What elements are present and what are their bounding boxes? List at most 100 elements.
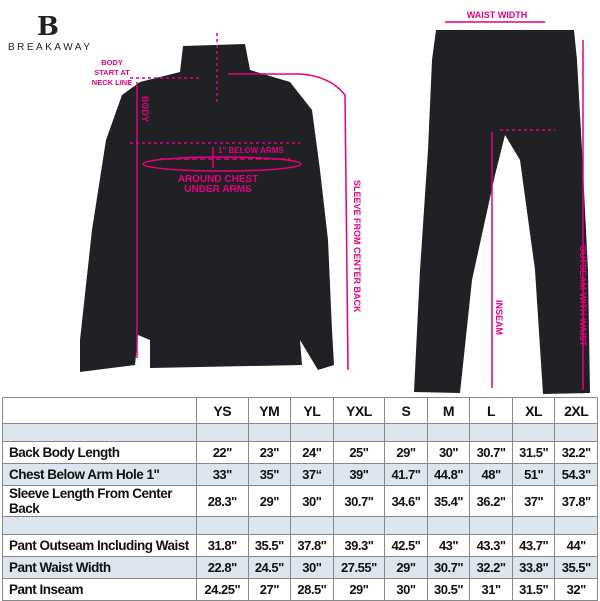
size-header: YS [196,397,249,424]
size-value: 31" [469,578,513,601]
size-value: 54.3" [554,463,598,486]
header-blank [2,397,197,424]
size-header: YXL [332,397,386,424]
spacer-cell [384,423,428,442]
size-value: 30.7" [426,556,471,579]
size-value: 36.2" [469,485,513,517]
body-start-label: BODY START AT NECK LINE [91,58,133,87]
size-header: S [384,397,428,424]
size-value: 30" [384,578,428,601]
size-value: 23" [247,441,292,464]
size-value: 30.7" [332,485,386,517]
row-label: Pant Inseam [2,578,197,601]
table-row: Pant Outseam Including Waist 31.8" 35.5" 37… [2,534,598,557]
size-value: 32" [554,578,598,601]
row-label: Back Body Length [2,441,197,464]
size-value: 34.6" [384,485,428,517]
table-row: Pant Inseam 24.25" 27" 28.5" 29" 30" 30.5" 31" 3… [2,578,598,601]
brand-name: BREAKAWAY [8,42,93,53]
size-value: 35.5" [247,534,292,557]
size-value: 35.5" [554,556,598,579]
spacer-cell [196,423,249,442]
around-chest-label: AROUND CHEST UNDER ARMS [177,174,259,195]
table-row: YS YM YL YXL S M L XL 2XL [2,397,598,424]
logo-mark: B [37,12,59,42]
table-row [2,423,598,442]
size-chart-table: YS YM YL YXL S M L XL 2XL Back Body Length 22" 23" 2… [2,397,598,601]
size-value: 31.5" [511,441,556,464]
table-row: Chest Below Arm Hole 1" 33" 35" 37“ 39" 41.7"… [2,463,598,486]
size-value: 28.5" [290,578,334,601]
spacer-cell [290,423,334,442]
size-value: 39" [332,463,386,486]
size-value: 31.5" [511,578,556,601]
row-label: Chest Below Arm Hole 1" [2,463,197,486]
size-value: 44" [554,534,598,557]
size-value: 25" [332,441,386,464]
size-value: 41.7" [384,463,428,486]
size-value: 35.4" [426,485,471,517]
spacer-cell [384,516,428,535]
size-value: 39.3" [332,534,386,557]
size-value: 27" [247,578,292,601]
size-header: M [426,397,471,424]
size-value: 32.2" [469,556,513,579]
table-row: Pant Waist Width 22.8" 24.5" 30" 27.55" 29" 30… [2,556,598,579]
size-value: 24" [290,441,334,464]
spacer-cell [469,423,513,442]
size-value: 37" [511,485,556,517]
body-label: BODY [140,96,150,123]
spacer-cell [332,516,386,535]
size-value: 43" [426,534,471,557]
spacer-cell [426,423,471,442]
size-value: 27.55" [332,556,386,579]
size-value: 29" [384,556,428,579]
size-value: 37.8" [554,485,598,517]
spacer-cell [511,516,556,535]
size-value: 29" [384,441,428,464]
size-value: 30" [290,485,334,517]
table-row: Sleeve Length From Center Back 28.3" 29" 30… [2,485,598,517]
spacer-cell [469,516,513,535]
size-value: 22.8" [196,556,249,579]
size-value: 32.2" [554,441,598,464]
size-value: 42.5" [384,534,428,557]
outseam-label: OUTSEAM WITH WAIST [578,245,588,347]
sleeve-label: SLEEVE FROM CENTER BACK [352,180,362,313]
table-row: Back Body Length 22" 23" 24" 25" 29" 30" 30.7" 3… [2,441,598,464]
size-value: 33.8" [511,556,556,579]
size-value: 30.5" [426,578,471,601]
size-value: 37“ [290,463,334,486]
size-value: 37.8" [290,534,334,557]
spacer-cell [511,423,556,442]
size-value: 29" [332,578,386,601]
row-label: Pant Waist Width [2,556,197,579]
size-value: 30" [290,556,334,579]
jacket-image [80,44,334,372]
size-value: 31.8" [196,534,249,557]
size-value: 48" [469,463,513,486]
spacer-cell [290,516,334,535]
size-value: 28.3" [196,485,249,517]
spacer-cell [554,516,598,535]
spacer-cell [426,516,471,535]
below-arms-label: 1" BELOW ARMS [218,146,284,155]
size-value: 35" [247,463,292,486]
size-value: 24.5" [247,556,292,579]
size-header: 2XL [554,397,598,424]
size-value: 30.7" [469,441,513,464]
garment-illustration [80,21,590,394]
table-row [2,516,598,535]
size-header: L [469,397,513,424]
spacer-cell [2,423,197,442]
size-header: YM [247,397,292,424]
size-value: 44.8" [426,463,471,486]
spacer-cell [247,516,292,535]
size-value: 30" [426,441,471,464]
row-label: Pant Outseam Including Waist [2,534,197,557]
size-value: 43.3" [469,534,513,557]
brand-logo: B BREAKAWAY [8,12,93,53]
spacer-cell [2,516,197,535]
spacer-cell [332,423,386,442]
size-value: 43.7" [511,534,556,557]
